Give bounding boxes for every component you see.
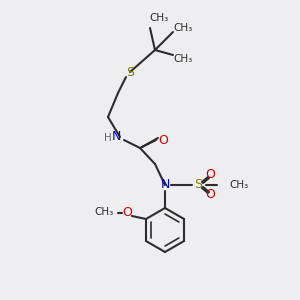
- Text: CH₃: CH₃: [173, 54, 193, 64]
- Text: O: O: [205, 169, 215, 182]
- Text: S: S: [126, 65, 134, 79]
- Text: N: N: [111, 130, 121, 143]
- Text: O: O: [122, 206, 132, 220]
- Text: O: O: [158, 134, 168, 146]
- Text: CH₃: CH₃: [149, 13, 169, 23]
- Text: O: O: [205, 188, 215, 202]
- Text: CH₃: CH₃: [173, 23, 193, 33]
- Text: CH₃: CH₃: [229, 180, 248, 190]
- Text: N: N: [160, 178, 170, 191]
- Text: H: H: [104, 133, 112, 143]
- Text: S: S: [194, 178, 202, 191]
- Text: CH₃: CH₃: [95, 207, 114, 217]
